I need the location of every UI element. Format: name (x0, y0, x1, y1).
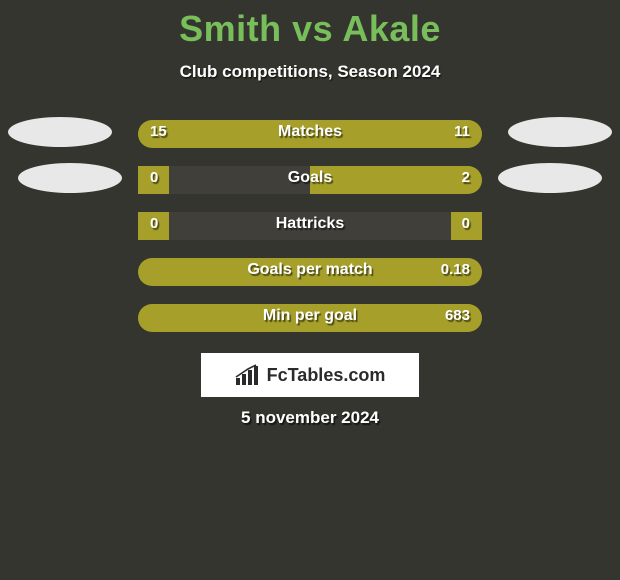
player2-name: Akale (342, 8, 441, 49)
player1-avatar-icon (18, 163, 122, 193)
subtitle: Club competitions, Season 2024 (0, 62, 620, 82)
bar-fill-right (451, 212, 482, 240)
bar-fill-right (310, 120, 482, 148)
stat-row: Matches1511 (138, 120, 482, 148)
bar-fill-left (138, 120, 310, 148)
page-title: Smith vs Akale (0, 0, 620, 50)
brand-badge[interactable]: FcTables.com (201, 353, 419, 397)
stats-chart: Matches1511 Goals02 Hattricks00 Goals per m… (0, 120, 620, 380)
brand-chart-icon (235, 364, 261, 386)
player2-avatar-icon (508, 117, 612, 147)
bar-fill-right (310, 304, 482, 332)
vs-label: vs (292, 8, 333, 49)
bar-fill-left (138, 258, 310, 286)
stat-row: Goals02 (138, 166, 482, 194)
bar-track (138, 212, 482, 240)
bar-fill-left (138, 166, 169, 194)
comparison-card: Smith vs Akale Club competitions, Season… (0, 0, 620, 580)
bar-fill-left (138, 304, 310, 332)
player1-avatar-icon (8, 117, 112, 147)
player2-avatar-icon (498, 163, 602, 193)
stat-row: Goals per match0.18 (138, 258, 482, 286)
bar-fill-right (310, 258, 482, 286)
brand-label: FcTables.com (267, 365, 386, 386)
player1-name: Smith (179, 8, 282, 49)
date-label: 5 november 2024 (0, 408, 620, 428)
bar-fill-left (138, 212, 169, 240)
stat-row: Min per goal683 (138, 304, 482, 332)
stat-row: Hattricks00 (138, 212, 482, 240)
bar-fill-right (310, 166, 482, 194)
